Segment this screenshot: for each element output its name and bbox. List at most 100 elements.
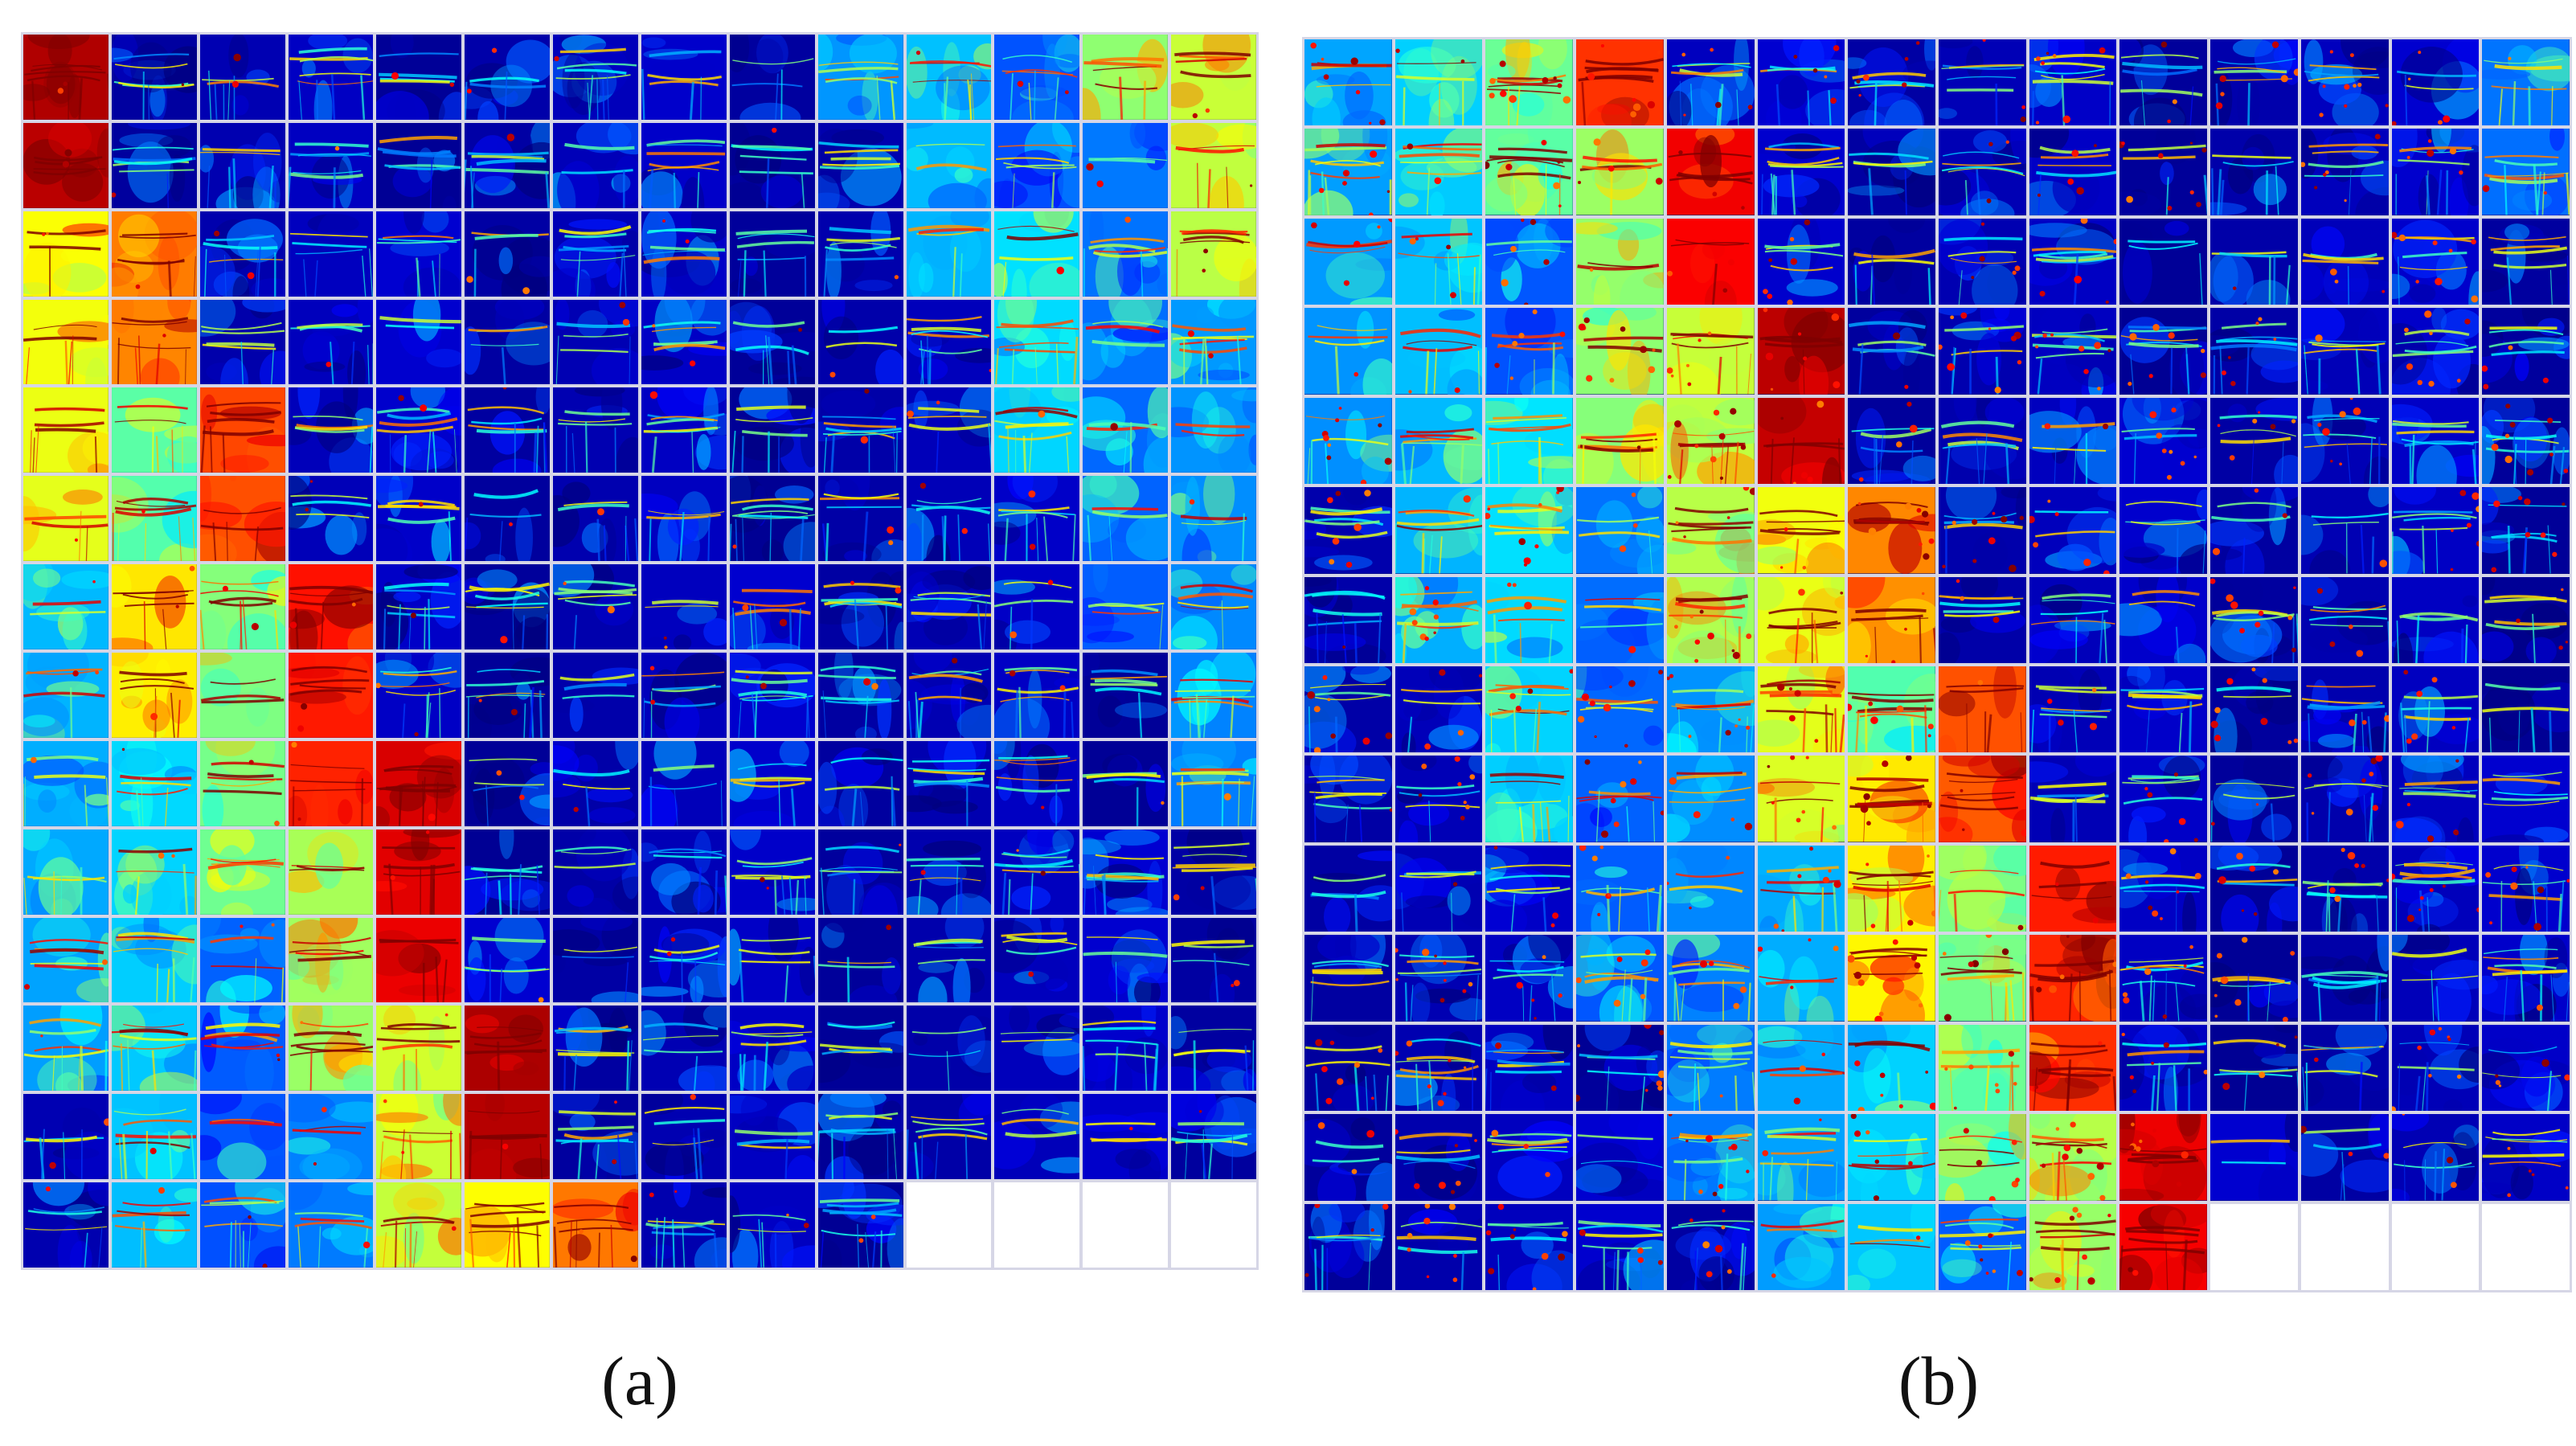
feature-map-tile [1666,1114,1755,1201]
feature-map-tile [1757,576,1845,663]
feature-map-tile [2119,218,2208,305]
feature-map-tile [1394,397,1483,485]
feature-map-tile [199,652,285,738]
feature-map-tile [1394,1114,1483,1201]
feature-map-tile [1666,397,1755,485]
feature-map-tile [553,740,638,826]
feature-map-tile [2300,845,2389,932]
feature-map-tile [994,1006,1080,1092]
feature-map-tile [1485,1114,1574,1201]
feature-map-tile [1576,756,1664,842]
feature-map-tile [1939,1203,2026,1290]
feature-map-tile [1394,308,1483,395]
feature-map-tile [906,740,992,826]
feature-map-tile [23,122,109,208]
feature-map-tile [2210,1024,2298,1112]
feature-map-tile [376,1006,462,1092]
feature-map-tile [641,740,727,826]
feature-map-tile [1939,39,2026,126]
feature-map-tile [729,1006,815,1092]
feature-map-tile [465,740,551,826]
feature-map-tile [1848,935,1935,1022]
feature-map-tile [2029,487,2117,574]
feature-map-tile [2300,487,2389,574]
feature-map-tile [2119,666,2208,753]
feature-map-tile [1485,1203,1574,1290]
feature-map-tile [906,299,992,385]
feature-map-tile [817,740,903,826]
feature-map-tile [288,917,374,1003]
feature-map-tile [1083,122,1169,208]
feature-map-tile [2210,218,2298,305]
feature-map-tile [2482,1024,2570,1112]
feature-map-tile [1666,576,1755,663]
feature-map-tile [1304,129,1392,215]
feature-map-tile [1485,397,1574,485]
feature-map-tile [1848,1024,1935,1112]
empty-cell [1083,1182,1169,1268]
empty-cell [2482,1203,2570,1290]
feature-map-tile [2210,1114,2298,1201]
feature-map-tile [1939,576,2026,663]
feature-map-tile [553,829,638,915]
feature-map-tile [2482,218,2570,305]
feature-map-tile [2300,756,2389,842]
feature-map-tile [2119,39,2208,126]
feature-map-tile [1939,935,2026,1022]
feature-map-tile [817,564,903,649]
feature-map-tile [2029,308,2117,395]
feature-map-tile [199,564,285,649]
feature-map-tile [199,1182,285,1268]
feature-map-tile [376,387,462,473]
feature-map-tile [1083,476,1169,562]
feature-map-tile [641,122,727,208]
feature-map-tile [376,1094,462,1180]
feature-map-tile [288,35,374,120]
feature-map-tile [994,564,1080,649]
feature-map-tile [906,211,992,297]
feature-map-tile [1576,935,1664,1022]
feature-map-tile [1394,666,1483,753]
feature-map-tile [729,564,815,649]
feature-map-tile [729,1094,815,1180]
feature-map-tile [288,564,374,649]
feature-map-tile [465,564,551,649]
feature-map-tile [1666,666,1755,753]
feature-map-tile [111,1182,197,1268]
feature-map-tile [2482,666,2570,753]
feature-map-tile [23,917,109,1003]
feature-map-tile [906,122,992,208]
feature-map-tile [23,211,109,297]
feature-map-tile [641,476,727,562]
feature-map-tile [729,652,815,738]
feature-map-tile [994,387,1080,473]
feature-map-tile [1304,218,1392,305]
feature-map-tile [2029,218,2117,305]
feature-map-tile [1666,39,1755,126]
feature-map-tile [1485,218,1574,305]
feature-map-tile [2391,39,2480,126]
feature-map-tile [641,829,727,915]
feature-map-tile [288,122,374,208]
feature-map-tile [465,1182,551,1268]
feature-map-tile [1083,740,1169,826]
feature-map-tile [2210,756,2298,842]
feature-map-tile [23,740,109,826]
feature-map-tile [553,1094,638,1180]
feature-map-tile [2210,39,2298,126]
feature-map-tile [817,652,903,738]
empty-cell [2210,1203,2298,1290]
feature-map-tile [817,917,903,1003]
feature-map-tile [641,299,727,385]
feature-map-tile [1757,1203,1845,1290]
feature-map-tile [1304,1203,1392,1290]
feature-map-tile [1083,211,1169,297]
feature-map-tile [2482,756,2570,842]
feature-map-tile [906,917,992,1003]
feature-map-tile [1171,35,1256,120]
feature-map-tile [729,740,815,826]
feature-map-tile [376,564,462,649]
feature-map-tile [1757,1114,1845,1201]
empty-cell [2300,1203,2389,1290]
feature-map-tile [1848,666,1935,753]
